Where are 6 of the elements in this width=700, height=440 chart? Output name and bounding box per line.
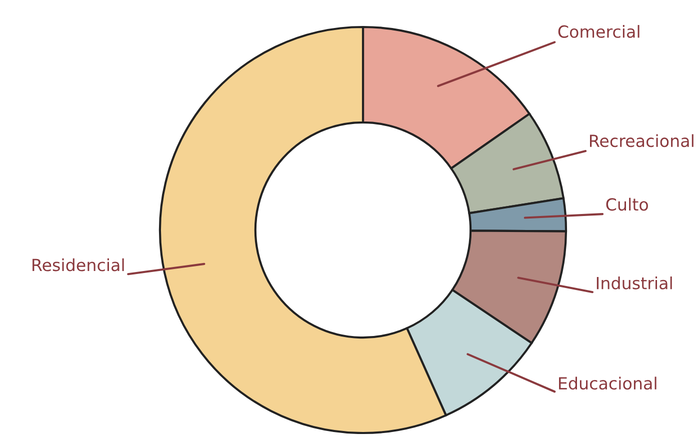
slice-label: Culto	[606, 198, 648, 211]
slice-label: Educacional	[559, 376, 656, 390]
slice-label: Industrial	[596, 276, 672, 290]
slice-label: Comercial	[558, 25, 640, 38]
slice-label: Recreacional	[590, 134, 694, 148]
slice-label: Residencial	[32, 258, 124, 272]
